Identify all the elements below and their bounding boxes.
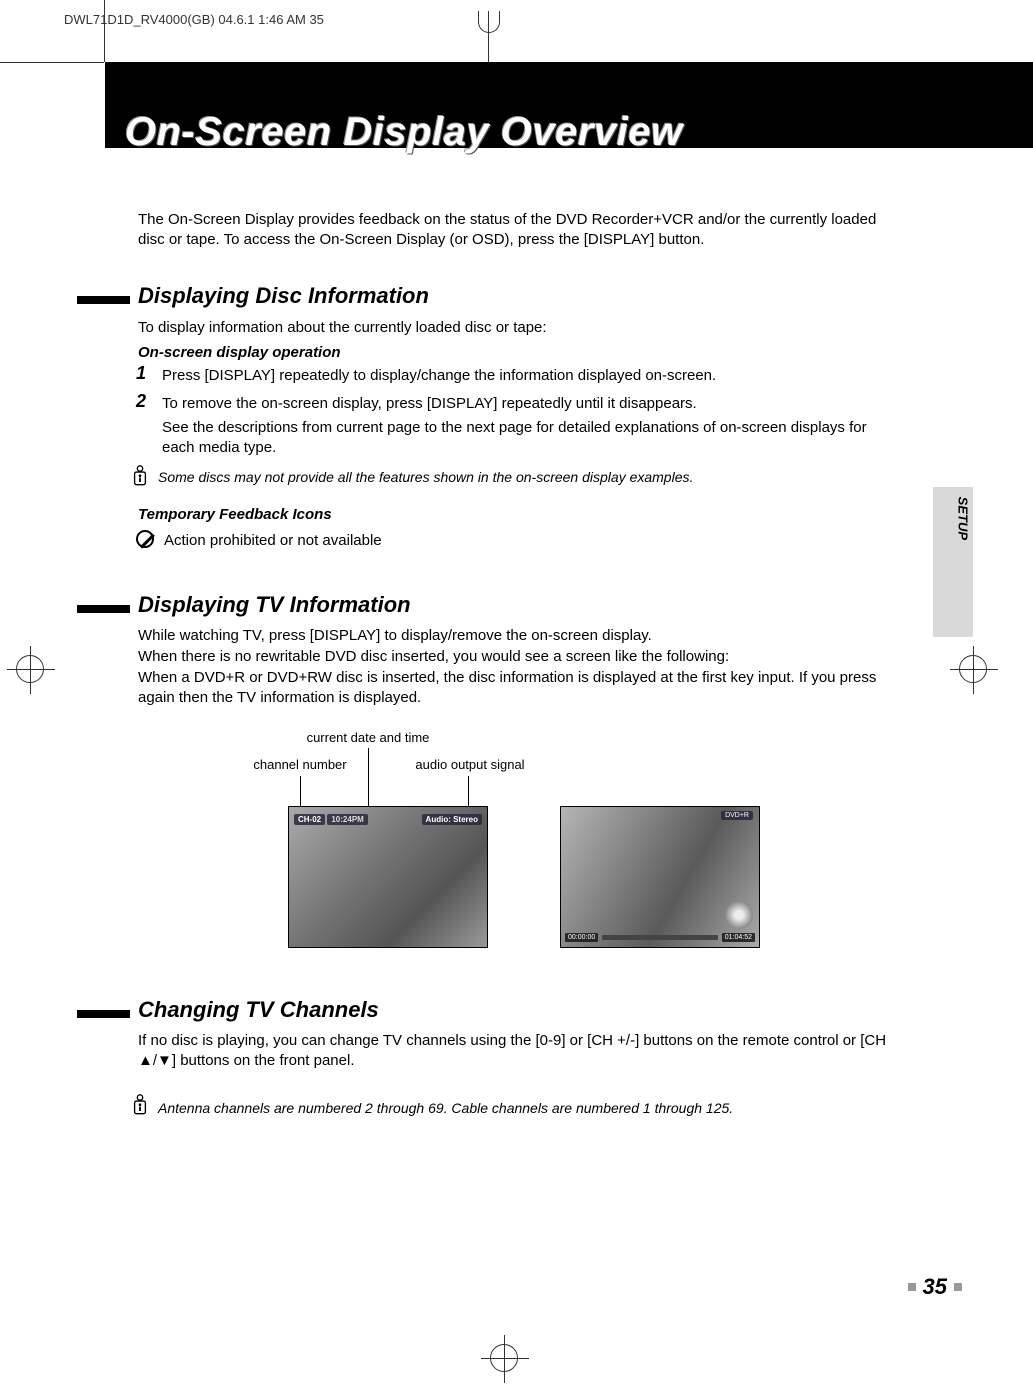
section-marker [77,605,130,613]
prohibit-icon [136,530,154,548]
dvd-counter: 01:04:52 [722,933,755,942]
diagram-label: audio output signal [405,757,535,772]
list-number: 2 [136,391,146,412]
tv-channel-badge: CH-02 [294,814,325,825]
diagram-label: current date and time [288,730,448,745]
subheading: Temporary Feedback Icons [138,505,898,525]
body-text: If no disc is playing, you can change TV… [138,1031,898,1072]
document-header: DWL71D1D_RV4000(GB) 04.6.1 1:46 AM 35 [64,12,324,27]
crop-mark [104,0,105,62]
disc-icon [725,901,753,929]
register-mark [490,1344,518,1372]
note-text: Antenna channels are numbered 2 through … [158,1100,878,1116]
body-text: While watching TV, press [DISPLAY] to di… [138,626,898,646]
section-heading-3: Changing TV Channels [138,997,379,1023]
list-text: See the descriptions from current page t… [162,418,902,459]
progress-bar [602,935,718,940]
pointer-line [300,776,301,806]
note-text: Some discs may not provide all the featu… [158,469,878,485]
crop-mark [488,11,489,63]
dvd-screenshot: DVD+R 00:00:00 01:04:52 [560,806,760,948]
page-title: On-Screen Display Overview [125,110,683,155]
tv-time-badge: 10:24PM [327,814,367,825]
info-icon [131,464,149,486]
body-text: To display information about the current… [138,318,898,338]
tv-screenshot: CH-02 10:24PM Audio: Stereo [288,806,488,948]
tv-audio-badge: Audio: Stereo [422,814,482,825]
body-text: Action prohibited or not available [164,531,924,551]
list-number: 1 [136,363,146,384]
info-icon [131,1093,149,1115]
list-text: To remove the on-screen display, press [… [162,394,902,414]
dvd-counter: 00:00:00 [565,933,598,942]
dvd-type-badge: DVD+R [721,811,753,820]
page-number-value: 35 [923,1274,947,1300]
register-mark [959,655,987,683]
body-text: When there is no rewritable DVD disc ins… [138,647,898,667]
section-marker [77,296,130,304]
section-heading-2: Displaying TV Information [138,592,411,618]
register-mark [16,655,44,683]
pointer-line [468,776,469,806]
body-text: When a DVD+R or DVD+RW disc is inserted,… [138,668,898,709]
page-number: 35 [905,1274,965,1300]
pointer-line [368,748,369,806]
crop-mark [0,62,104,63]
section-marker [77,1010,130,1018]
intro-text: The On-Screen Display provides feedback … [138,210,878,251]
subheading: On-screen display operation [138,343,898,363]
crop-mark [478,11,500,33]
list-text: Press [DISPLAY] repeatedly to display/ch… [162,366,902,386]
side-tab-label: SETUP [955,497,970,540]
diagram-label: channel number [240,757,360,772]
section-heading-1: Displaying Disc Information [138,283,429,309]
